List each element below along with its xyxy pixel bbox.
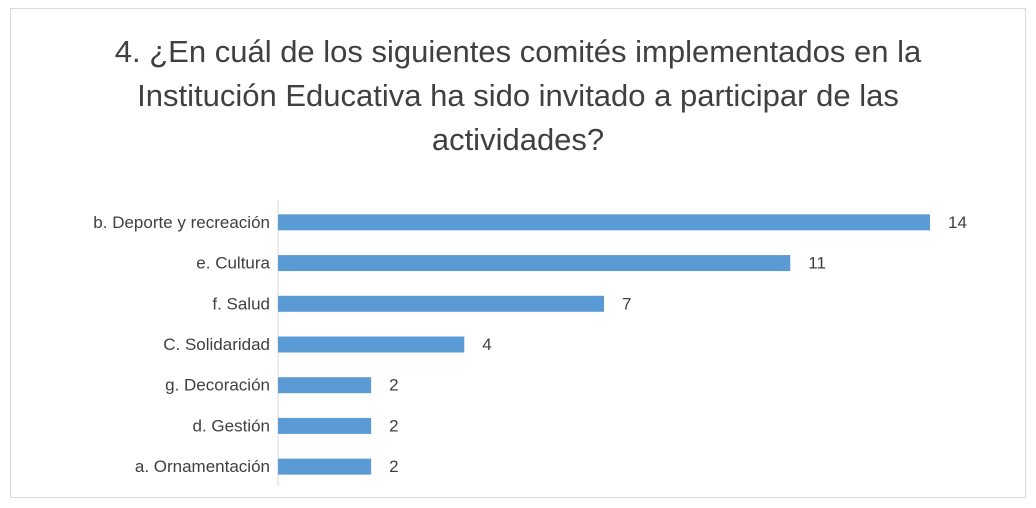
- bar: [278, 295, 604, 312]
- data-label: 7: [622, 294, 631, 313]
- chart-frame: [10, 8, 1026, 498]
- data-label: 2: [389, 376, 398, 395]
- data-label: 11: [808, 254, 826, 273]
- category-label: C. Solidaridad: [163, 335, 270, 354]
- bar: [278, 377, 372, 394]
- bar: [278, 458, 372, 475]
- category-label: e. Cultura: [196, 254, 270, 273]
- category-label: f. Salud: [212, 294, 270, 313]
- category-label: b. Deporte y recreación: [93, 213, 270, 232]
- data-label: 2: [389, 416, 398, 435]
- chart-title: 4. ¿En cuál de los siguientes comités im…: [114, 34, 922, 157]
- category-label: g. Decoración: [165, 376, 270, 395]
- bar: [278, 255, 791, 272]
- data-label: 14: [948, 213, 967, 232]
- data-label: 4: [482, 335, 491, 354]
- bar: [278, 336, 465, 353]
- category-label: d. Gestión: [193, 416, 271, 435]
- data-label: 2: [389, 457, 398, 476]
- bar: [278, 214, 930, 231]
- category-label: a. Ornamentación: [135, 457, 270, 476]
- bar: [278, 417, 372, 434]
